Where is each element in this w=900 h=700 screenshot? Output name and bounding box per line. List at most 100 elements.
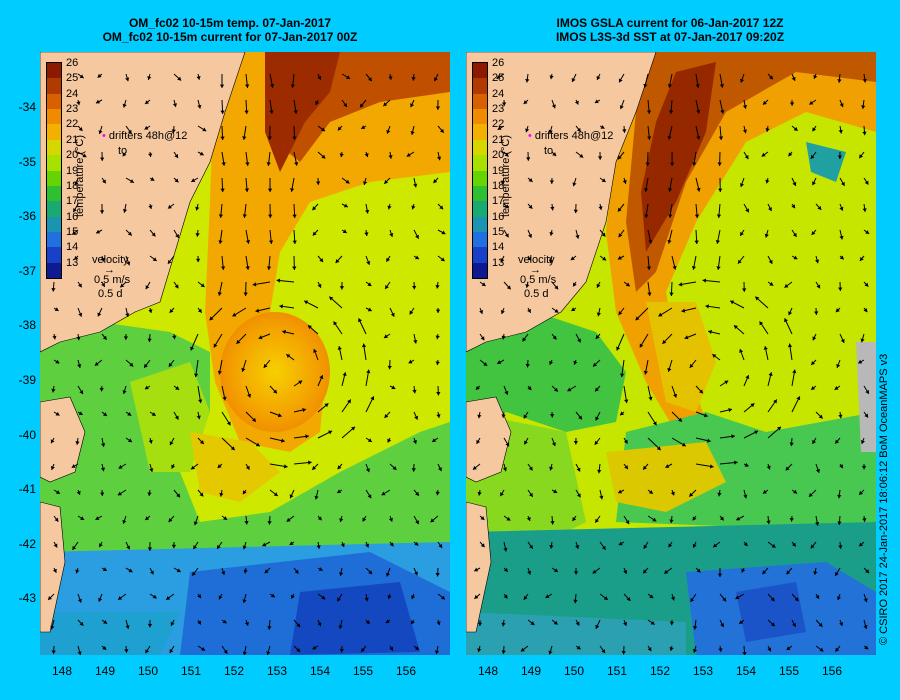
- arrow-head-icon: [342, 229, 347, 233]
- arrow-head-icon: [837, 521, 842, 525]
- arrow-head-icon: [223, 649, 228, 654]
- arrow-head-icon: [595, 387, 599, 392]
- arrow-head-icon: [577, 338, 581, 343]
- arrow-head-icon: [739, 620, 744, 624]
- arrow-head-icon: [812, 439, 817, 444]
- arrow-head-icon: [662, 339, 667, 344]
- latitude-tick-label: -36: [18, 209, 36, 224]
- arrow-head-icon: [647, 292, 652, 296]
- arrow-head-icon: [197, 104, 202, 109]
- arrow-head-icon: [245, 162, 250, 166]
- arrow-head-icon: [597, 156, 603, 160]
- arrow-head-icon: [127, 438, 132, 443]
- arrow-head-icon: [199, 492, 204, 497]
- colorbar-tick-label: 14: [66, 241, 79, 254]
- arrow-head-icon: [503, 594, 508, 599]
- arrow-head-icon: [504, 152, 509, 157]
- arrow-head-icon: [102, 412, 107, 417]
- arrow-head-icon: [553, 387, 558, 392]
- arrow-head-icon: [127, 411, 132, 416]
- arrow-head-icon: [308, 460, 312, 465]
- arrow-head-icon: [312, 645, 317, 650]
- longitude-tick-label: 151: [606, 664, 628, 678]
- arrow-head-icon: [316, 181, 321, 185]
- arrow-head-icon: [791, 542, 796, 547]
- arrow-head-icon: [304, 300, 309, 305]
- arrow-head-icon: [97, 312, 102, 317]
- arrow-head-icon: [101, 443, 106, 447]
- arrow-head-icon: [502, 467, 508, 472]
- longitude-tick-label: 154: [735, 664, 757, 678]
- left-title: OM_fc02 10-15m temp. 07-Jan-2017 OM_fc02…: [20, 16, 440, 44]
- arrow-head-icon: [197, 594, 201, 599]
- arrow-head-icon: [528, 233, 532, 238]
- colorbar-segment: [473, 262, 487, 279]
- colorbar-tick-label: 14: [492, 241, 505, 254]
- arrow-head-icon: [101, 282, 105, 287]
- arrow-head-icon: [838, 129, 843, 134]
- arrow-head-icon: [699, 389, 703, 394]
- arrow-head-icon: [616, 346, 621, 351]
- arrow-head-icon: [818, 622, 823, 627]
- arrow-head-icon: [474, 567, 479, 572]
- arrow-head-icon: [650, 620, 655, 625]
- left-map-panel[interactable]: temperature (°C) • drifters 48h@12 to ve…: [40, 52, 450, 655]
- colorbar-segment: [47, 185, 61, 202]
- arrow-head-icon: [810, 154, 815, 159]
- arrow-head-icon: [863, 308, 868, 313]
- arrow-head-icon: [649, 594, 654, 599]
- arrow-head-icon: [681, 308, 686, 313]
- arrow-head-icon: [313, 349, 318, 353]
- colorbar-segment: [47, 109, 61, 125]
- arrow-head-icon: [76, 490, 81, 495]
- arrow-head-icon: [669, 647, 674, 651]
- arrow-head-icon: [619, 373, 625, 378]
- arrow-head-icon: [144, 363, 148, 368]
- arrow-head-icon: [573, 571, 579, 575]
- arrow-head-icon: [678, 417, 682, 422]
- latitude-tick-label: -37: [18, 263, 36, 278]
- arrow-head-icon: [527, 386, 532, 391]
- arrow-head-icon: [648, 396, 653, 401]
- arrow-head-icon: [595, 624, 600, 629]
- arrow-head-icon: [770, 597, 775, 602]
- arrow-head-icon: [294, 569, 299, 574]
- arrow-head-icon: [267, 136, 272, 140]
- velocity-speed-right: 0.5 m/s: [520, 274, 557, 286]
- arrow-head-icon: [262, 542, 267, 547]
- arrow-head-icon: [266, 162, 271, 166]
- arrow-head-icon: [339, 648, 344, 653]
- arrow-head-icon: [293, 110, 298, 114]
- arrow-head-icon: [219, 492, 224, 497]
- arrow-head-icon: [118, 596, 123, 600]
- arrow-head-icon: [290, 188, 295, 192]
- arrow-head-icon: [743, 494, 748, 499]
- arrow-head-icon: [321, 595, 326, 600]
- colorbar-segment: [473, 63, 487, 79]
- arrow-head-icon: [837, 79, 842, 83]
- arrow-head-icon: [766, 465, 771, 470]
- arrow-head-icon: [750, 403, 755, 408]
- arrow-head-icon: [307, 325, 312, 330]
- arrow-head-icon: [551, 442, 556, 447]
- arrow-head-icon: [312, 465, 317, 470]
- arrow-head-icon: [321, 127, 326, 132]
- arrow-head-icon: [347, 399, 351, 404]
- arrow-head-icon: [745, 208, 749, 213]
- arrow-head-icon: [576, 467, 581, 472]
- arrow-head-icon: [694, 214, 700, 218]
- arrow-head-icon: [292, 240, 297, 244]
- arrow-head-icon: [785, 466, 790, 471]
- arrow-head-icon: [292, 214, 297, 218]
- arrow-head-icon: [722, 597, 727, 602]
- arrow-head-icon: [765, 179, 770, 184]
- colorbar-segment: [47, 78, 61, 95]
- arrow-head-icon: [255, 442, 260, 447]
- colorbar-tick-label: 23: [66, 103, 79, 116]
- arrow-head-icon: [75, 569, 80, 574]
- arrow-head-icon: [864, 413, 869, 418]
- arrow-head-icon: [195, 233, 200, 237]
- arrow-head-icon: [549, 545, 554, 549]
- right-map-panel[interactable]: temperature (°C) • drifters 48h@12 to ve…: [466, 52, 876, 655]
- arrow-head-icon: [690, 597, 695, 602]
